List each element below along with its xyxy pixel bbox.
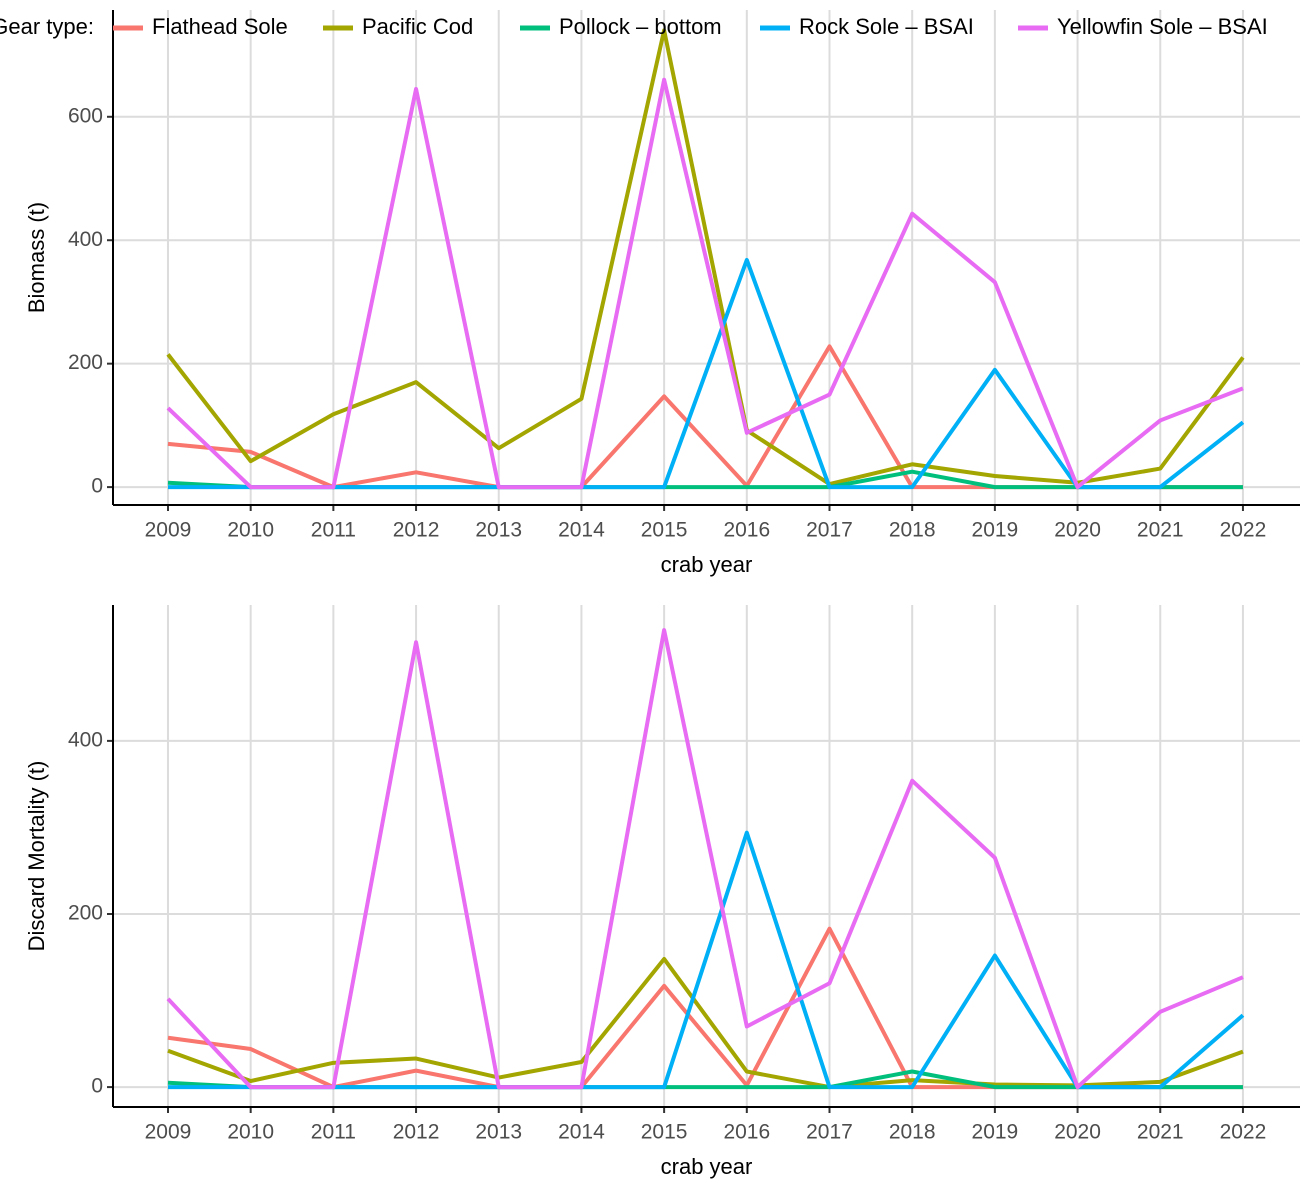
y-tick-label: 400	[68, 728, 103, 751]
series-line	[166, 77, 1244, 490]
x-tick-label: 2013	[475, 519, 522, 542]
x-axis-title: crab year	[661, 1154, 753, 1179]
x-tick-label: 2021	[1137, 519, 1184, 542]
y-tick-label: 200	[68, 902, 103, 925]
x-tick-label: 2017	[806, 519, 853, 542]
series-line	[166, 628, 1244, 1090]
y-tick-label: 0	[91, 1075, 103, 1098]
y-tick-label: 400	[68, 228, 103, 251]
series-line	[167, 257, 1245, 490]
x-tick-label: 2016	[723, 1121, 770, 1144]
y-tick-label: 200	[68, 351, 103, 374]
legend-title: Gear type:	[0, 14, 94, 39]
x-axis-title: crab year	[661, 552, 753, 577]
x-tick-label: 2011	[311, 1121, 356, 1144]
x-tick-label: 2016	[723, 519, 770, 542]
x-tick-label: 2019	[972, 519, 1019, 542]
x-tick-label: 2010	[227, 519, 274, 542]
x-tick-label: 2020	[1054, 519, 1101, 542]
series-line	[167, 956, 1244, 1090]
legend-label: Flathead Sole	[152, 14, 288, 39]
legend-label: Pacific Cod	[362, 14, 473, 39]
x-tick-label: 2009	[145, 519, 192, 542]
x-tick-label: 2020	[1054, 1121, 1101, 1144]
x-tick-label: 2009	[145, 1121, 192, 1144]
x-tick-label: 2013	[475, 1121, 522, 1144]
x-tick-label: 2015	[641, 1121, 688, 1144]
legend-label: Yellowfin Sole – BSAI	[1057, 14, 1268, 39]
y-tick-label: 0	[91, 475, 103, 498]
legend-label: Pollock – bottom	[559, 14, 722, 39]
x-tick-label: 2012	[393, 1121, 440, 1144]
series-line	[167, 830, 1245, 1090]
x-tick-label: 2011	[311, 519, 356, 542]
x-tick-label: 2018	[889, 519, 936, 542]
legend-label: Rock Sole – BSAI	[799, 14, 974, 39]
x-tick-label: 2022	[1220, 519, 1267, 542]
x-tick-label: 2022	[1220, 1121, 1267, 1144]
x-tick-label: 2018	[889, 1121, 936, 1144]
x-tick-label: 2021	[1137, 1121, 1184, 1144]
x-tick-label: 2019	[972, 1121, 1019, 1144]
x-tick-label: 2014	[558, 519, 605, 542]
x-tick-label: 2014	[558, 1121, 605, 1144]
x-tick-label: 2012	[393, 519, 440, 542]
y-tick-label: 600	[68, 104, 103, 127]
x-tick-label: 2015	[641, 519, 688, 542]
series-line	[166, 28, 1245, 487]
y-axis-title: Discard Mortality (t)	[24, 761, 49, 952]
y-axis-title: Biomass (t)	[24, 202, 49, 313]
x-tick-label: 2017	[806, 1121, 853, 1144]
x-tick-label: 2010	[227, 1121, 274, 1144]
